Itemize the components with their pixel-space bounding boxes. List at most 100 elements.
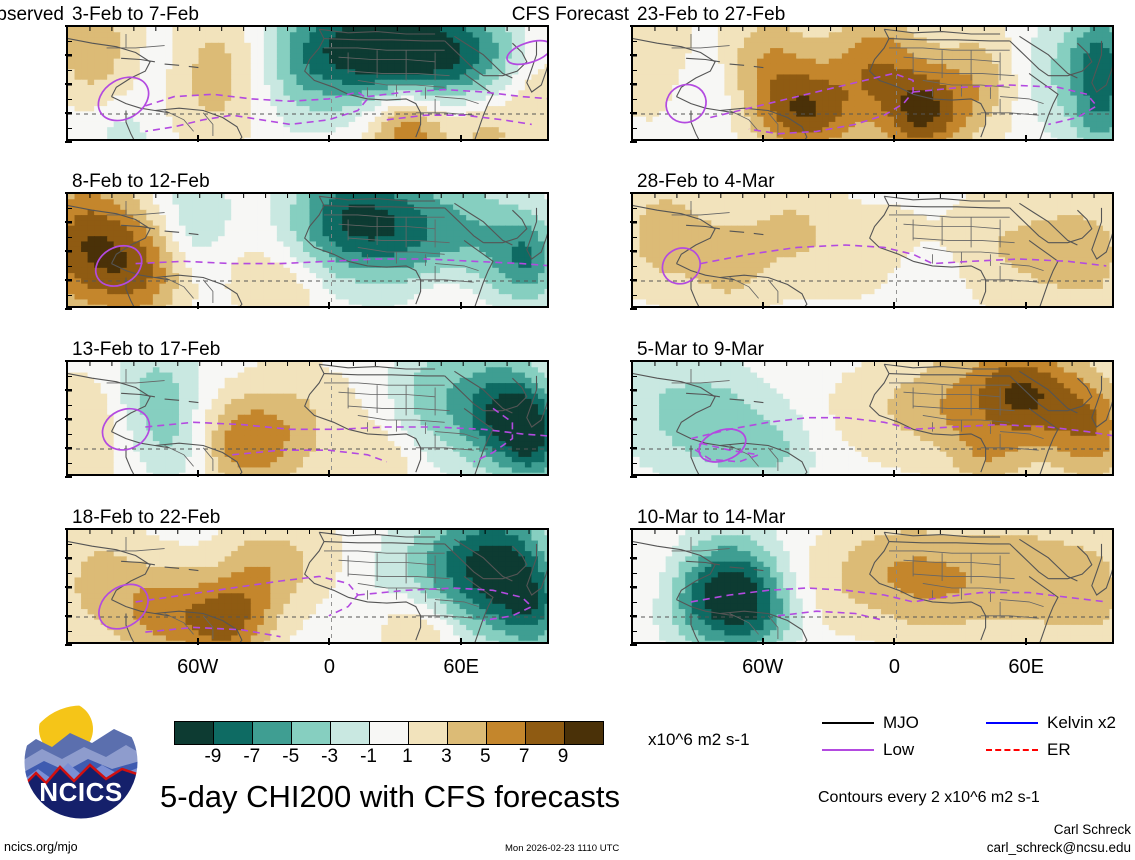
x-tick [460, 638, 463, 645]
x-tick [196, 638, 199, 645]
colorbar-swatch [331, 722, 370, 744]
colorbar-swatch [487, 722, 526, 744]
x-tick [328, 302, 331, 309]
colorbar-swatch [448, 722, 487, 744]
x-tick [761, 135, 764, 142]
x-tick [460, 302, 463, 309]
y-tick [65, 388, 72, 391]
colorbar [174, 721, 604, 745]
map-plot-area [66, 528, 549, 644]
colorbar-swatch [253, 722, 292, 744]
colorbar-tick-label: 9 [557, 746, 569, 767]
map-plot-area [631, 192, 1114, 308]
y-tick [65, 307, 72, 310]
x-axis-label: 60E [1008, 656, 1044, 678]
x-tick [1025, 470, 1028, 477]
y-tick [65, 82, 72, 85]
colorbar-swatch [292, 722, 331, 744]
footer-email[interactable]: carl_schreck@ncsu.edu [986, 840, 1131, 855]
legend-item-kelvin-x2: Kelvin x2 [986, 713, 1116, 733]
ncics-logo-graphic: NCICS [23, 704, 139, 820]
y-tick [65, 278, 72, 281]
colorbar-tick-label: -9 [204, 746, 222, 767]
y-tick [65, 643, 72, 646]
legend-line-swatch [986, 722, 1038, 724]
contour-note: Contours every 2 x10^6 m2 s-1 [818, 789, 1040, 806]
ncics-logo: NCICS [22, 703, 140, 821]
colorbar-tick-label: 7 [518, 746, 530, 767]
column-label-observed: Observed [0, 4, 64, 25]
map-plot-area [66, 360, 549, 476]
y-tick [630, 111, 637, 114]
x-tick [1025, 638, 1028, 645]
map-plot-area [66, 192, 549, 308]
panel-title: 8-Feb to 12-Feb [72, 171, 210, 192]
legend-item-low: Low [822, 740, 914, 760]
y-tick [65, 24, 72, 27]
colorbar-tick-label: -5 [282, 746, 300, 767]
x-tick [893, 302, 896, 309]
panel-title: 23-Feb to 27-Feb [637, 4, 786, 25]
panel-title: 10-Mar to 14-Mar [637, 507, 786, 528]
colorbar-tick-label: 3 [441, 746, 452, 767]
x-tick [893, 135, 896, 142]
x-tick [761, 638, 764, 645]
map-plot-area [66, 25, 549, 141]
x-axis-label: 60E [443, 656, 479, 678]
panel-title: 28-Feb to 4-Mar [637, 171, 775, 192]
legend-item-er: ER [986, 740, 1071, 760]
colorbar-swatch [370, 722, 409, 744]
colorbar-swatch [565, 722, 603, 744]
panel-title: 5-Mar to 9-Mar [637, 339, 765, 360]
map-plot-area [631, 25, 1114, 141]
y-tick [630, 249, 637, 252]
y-tick [630, 446, 637, 449]
y-tick [65, 556, 72, 559]
legend-label: Low [883, 740, 915, 759]
x-tick [196, 302, 199, 309]
y-tick [65, 527, 72, 530]
column-label-forecast: CFS Forecast [511, 4, 629, 25]
footer-site[interactable]: ncics.org/mjo [4, 840, 78, 854]
y-tick [630, 359, 637, 362]
y-tick [630, 527, 637, 530]
y-tick [630, 643, 637, 646]
figure-title: 5-day CHI200 with CFS forecasts [160, 779, 621, 814]
y-tick [65, 417, 72, 420]
legend-line-swatch [986, 749, 1038, 751]
x-tick [196, 470, 199, 477]
y-tick [65, 220, 72, 223]
y-tick [630, 307, 637, 310]
y-tick [65, 614, 72, 617]
colorbar-swatch [409, 722, 448, 744]
legend-item-mjo: MJO [822, 713, 919, 733]
y-tick [630, 82, 637, 85]
y-tick [65, 111, 72, 114]
x-tick [893, 470, 896, 477]
x-axis-label: 60W [742, 656, 784, 678]
legend-label: MJO [883, 713, 919, 732]
x-tick [196, 135, 199, 142]
y-tick [65, 140, 72, 143]
legend-line-swatch [822, 722, 874, 724]
y-tick [65, 191, 72, 194]
colorbar-swatch [214, 722, 253, 744]
y-tick [630, 140, 637, 143]
colorbar-tick-label: 1 [402, 746, 413, 767]
y-tick [630, 614, 637, 617]
panel-title: 18-Feb to 22-Feb [72, 507, 221, 528]
map-plot-area [631, 360, 1114, 476]
y-tick [630, 475, 637, 478]
y-tick [630, 278, 637, 281]
y-tick [65, 249, 72, 252]
x-tick [1025, 302, 1028, 309]
x-tick [460, 470, 463, 477]
y-tick [630, 220, 637, 223]
panel-title: 13-Feb to 17-Feb [72, 339, 221, 360]
y-tick [65, 53, 72, 56]
colorbar-swatch [175, 722, 214, 744]
x-axis-label: 60W [177, 656, 219, 678]
x-tick [328, 638, 331, 645]
y-tick [630, 585, 637, 588]
legend-line-swatch [822, 749, 874, 751]
